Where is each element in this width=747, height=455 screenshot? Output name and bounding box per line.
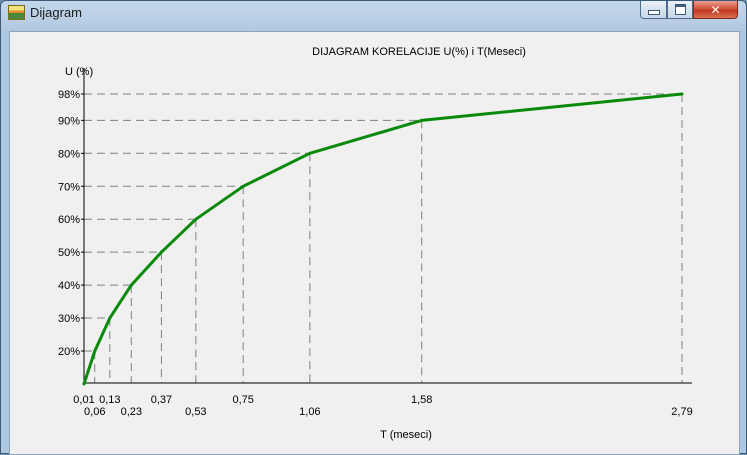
x-tick-label: 1,58	[411, 394, 432, 406]
x-axis-label: T (meseci)	[380, 429, 432, 441]
data-line	[82, 92, 683, 385]
minimize-button[interactable]	[640, 1, 667, 19]
chart-client-area: DIJAGRAM KORELACIJE U(%) i T(Meseci) U (…	[9, 31, 740, 455]
minimize-icon	[647, 10, 660, 15]
x-tick-label: 0,13	[99, 394, 120, 406]
x-tick-label: 0,06	[84, 406, 105, 418]
chart-app-icon	[8, 5, 25, 20]
y-tick-label: 20%	[58, 346, 80, 358]
data-point	[308, 151, 312, 155]
data-point	[93, 349, 97, 353]
data-point	[420, 118, 424, 122]
x-tick-label: 0,53	[185, 406, 206, 418]
x-tick-label: 0,01	[73, 394, 94, 406]
y-axis-label: U (%)	[65, 66, 93, 78]
y-tick-label: 40%	[58, 280, 80, 292]
close-button[interactable]: ✕	[693, 1, 738, 19]
y-tick-label: 80%	[58, 148, 80, 160]
data-point	[129, 283, 133, 287]
x-tick-label: 0,23	[121, 406, 142, 418]
y-tick-label: 70%	[58, 181, 80, 193]
window-title: Dijagram	[30, 5, 83, 20]
x-tick-label: 2,79	[671, 406, 692, 418]
chart-title: DIJAGRAM KORELACIJE U(%) i T(Meseci)	[312, 46, 526, 58]
correlation-chart: DIJAGRAM KORELACIJE U(%) i T(Meseci) U (…	[58, 46, 693, 441]
y-tick-label: 60%	[58, 214, 80, 226]
x-tick-label: 0,37	[151, 394, 172, 406]
data-series	[82, 92, 684, 386]
y-tick-label: 90%	[58, 115, 80, 127]
data-point	[241, 184, 245, 188]
y-tick-label: 30%	[58, 313, 80, 325]
x-tick-label: 0,75	[232, 394, 253, 406]
close-icon: ✕	[710, 2, 721, 17]
maximize-icon	[674, 4, 686, 15]
title-bar[interactable]: Dijagram ✕	[1, 1, 746, 25]
x-tick-label: 1,06	[299, 406, 320, 418]
y-tick-label: 98%	[58, 89, 80, 101]
data-point	[680, 92, 684, 96]
data-point	[82, 382, 86, 386]
y-tick-label: 50%	[58, 247, 80, 259]
guide-lines	[84, 93, 683, 383]
maximize-button[interactable]	[667, 1, 693, 19]
data-point	[194, 217, 198, 221]
data-point	[108, 316, 112, 320]
axes	[81, 68, 692, 384]
tick-labels: 20%30%40%50%60%70%80%90%98%0,010,060,130…	[58, 89, 693, 418]
data-point	[159, 250, 163, 254]
